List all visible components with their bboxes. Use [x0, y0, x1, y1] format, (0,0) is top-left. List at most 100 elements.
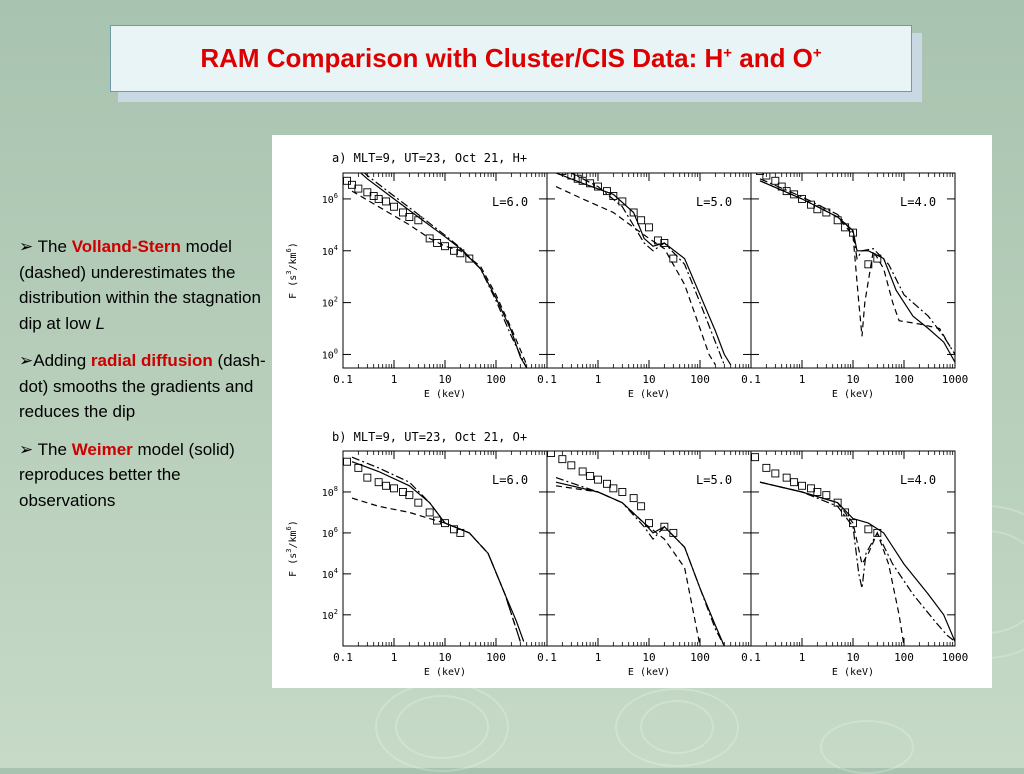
observation-marker [586, 179, 595, 188]
x-tick-label: 100 [486, 373, 506, 386]
observation-marker [777, 182, 786, 191]
observation-marker [578, 176, 587, 185]
observation-marker [374, 194, 383, 203]
observation-marker [456, 528, 465, 537]
chart-title: a) MLT=9, UT=23, Oct 21, H+ [332, 151, 527, 165]
observation-marker [441, 519, 449, 528]
series-solid-line [351, 461, 525, 642]
panel-label: L=6.0 [492, 473, 528, 487]
observation-marker [645, 519, 653, 528]
panel-label: L=5.0 [696, 473, 732, 487]
observation-marker [822, 208, 831, 217]
observation-marker [552, 165, 559, 172]
bullet-item: ➢Adding radial diffusion (dash-dot) smoo… [19, 351, 266, 421]
observation-marker [594, 182, 602, 191]
observation-marker [813, 488, 822, 496]
observation-marker [414, 216, 423, 225]
observation-marker [669, 528, 678, 537]
observation-marker [873, 528, 882, 537]
x-tick-label: 0.1 [333, 651, 353, 664]
x-tick-label: 1 [595, 651, 602, 664]
observation-marker [425, 508, 434, 517]
bullet-item: ➢ The Volland-Stern model (dashed) under… [19, 237, 261, 333]
observation-marker [798, 194, 806, 203]
x-tick-label: 1 [391, 373, 398, 386]
observation-marker [609, 192, 618, 200]
observation-marker [547, 451, 555, 457]
observation-marker [637, 216, 646, 225]
observation-marker [873, 254, 882, 263]
observation-marker [849, 228, 857, 237]
arrow-bullet-icon: ➢ [19, 237, 34, 256]
series-dashed-line [759, 481, 905, 646]
series-solid-line [555, 173, 732, 366]
x-tick-label: 10 [642, 651, 655, 664]
observation-marker [390, 484, 398, 493]
observation-marker [390, 202, 398, 211]
x-tick-label: 1 [799, 651, 806, 664]
observation-marker [669, 254, 678, 263]
observation-marker [798, 481, 806, 490]
y-tick-label: 102 [322, 296, 338, 310]
observation-marker [405, 213, 414, 221]
observation-marker [573, 174, 582, 183]
x-tick-label: 100 [690, 373, 710, 386]
y-tick-label: 102 [322, 608, 338, 622]
panel-label: L=6.0 [492, 195, 528, 209]
observation-marker [450, 246, 458, 255]
x-axis-label: E (keV) [424, 389, 466, 400]
observation-marker [354, 463, 363, 472]
observation-marker [790, 478, 799, 487]
x-tick-label: 1 [391, 651, 398, 664]
panel-label: L=4.0 [900, 195, 936, 209]
observation-marker [849, 519, 857, 528]
observation-marker [369, 192, 378, 200]
observation-marker [660, 239, 669, 247]
x-axis-label: E (keV) [628, 667, 670, 678]
series-group [343, 456, 525, 642]
bullet-item: ➢ The Weimer model (solid) reproduces be… [19, 439, 235, 510]
x-tick-label: 1000 [942, 651, 969, 664]
x-axis-label: E (keV) [832, 389, 874, 400]
x-tick-label: 1 [595, 373, 602, 386]
observation-marker [609, 484, 618, 493]
x-axis-label: E (keV) [424, 667, 466, 678]
y-tick-label: 100 [322, 347, 338, 361]
observation-marker [343, 176, 351, 185]
ripple-ring [615, 688, 739, 767]
y-axis-label: F (s3/km6) [285, 242, 299, 299]
series-group [756, 173, 955, 363]
observation-marker [751, 453, 759, 462]
slide-title-box: RAM Comparison with Cluster/CIS Data: H+… [110, 25, 912, 92]
series-dashed-line [555, 485, 701, 646]
observation-marker [578, 467, 587, 476]
observation-marker [654, 236, 662, 245]
y-tick-label: 106 [322, 526, 338, 540]
x-tick-label: 0.1 [537, 651, 557, 664]
observation-marker [456, 249, 465, 258]
slide-title: RAM Comparison with Cluster/CIS Data: H+… [200, 43, 822, 73]
panel-label: L=4.0 [900, 473, 936, 487]
observation-marker [762, 463, 771, 472]
x-tick-label: 0.1 [537, 373, 557, 386]
x-tick-label: 1 [799, 373, 806, 386]
observation-marker [762, 173, 771, 180]
ripple-ring [375, 682, 509, 772]
series-dashed-line [351, 190, 528, 366]
observation-marker [771, 469, 780, 478]
x-tick-label: 100 [894, 651, 914, 664]
series-dashdot-line [555, 477, 725, 646]
observation-marker [433, 239, 442, 247]
figure-panel: a) MLT=9, UT=23, Oct 21, H+ F (s3/km6) 100… [272, 135, 992, 688]
observation-marker [782, 187, 791, 196]
x-tick-label: 100 [690, 651, 710, 664]
y-tick-label: 104 [322, 244, 338, 258]
observation-marker [629, 208, 638, 217]
observation-marker [603, 187, 611, 196]
x-tick-label: 1000 [942, 373, 969, 386]
observation-marker [374, 478, 383, 487]
observation-marker [756, 173, 764, 175]
observation-marker [629, 494, 638, 503]
x-tick-label: 10 [438, 651, 451, 664]
arrow-bullet-icon: ➢ [19, 439, 34, 459]
